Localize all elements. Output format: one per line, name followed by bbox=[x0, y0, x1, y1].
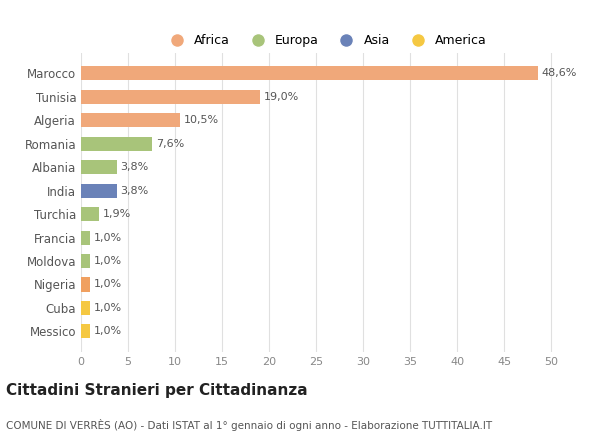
Text: 1,0%: 1,0% bbox=[94, 279, 122, 290]
Bar bbox=[81, 113, 180, 127]
Text: 1,0%: 1,0% bbox=[94, 256, 122, 266]
Bar bbox=[81, 90, 260, 104]
Bar bbox=[81, 137, 152, 151]
Bar bbox=[81, 278, 91, 292]
Text: 48,6%: 48,6% bbox=[542, 69, 577, 78]
Bar bbox=[81, 301, 91, 315]
Text: 1,0%: 1,0% bbox=[94, 303, 122, 313]
Text: 7,6%: 7,6% bbox=[156, 139, 184, 149]
Text: Cittadini Stranieri per Cittadinanza: Cittadini Stranieri per Cittadinanza bbox=[6, 383, 308, 398]
Text: 3,8%: 3,8% bbox=[121, 186, 149, 196]
Text: 3,8%: 3,8% bbox=[121, 162, 149, 172]
Text: COMUNE DI VERRÈS (AO) - Dati ISTAT al 1° gennaio di ogni anno - Elaborazione TUT: COMUNE DI VERRÈS (AO) - Dati ISTAT al 1°… bbox=[6, 419, 492, 431]
Text: 1,0%: 1,0% bbox=[94, 326, 122, 336]
Bar bbox=[81, 254, 91, 268]
Bar bbox=[81, 207, 99, 221]
Text: 1,0%: 1,0% bbox=[94, 233, 122, 242]
Bar bbox=[81, 324, 91, 338]
Text: 19,0%: 19,0% bbox=[263, 92, 299, 102]
Text: 1,9%: 1,9% bbox=[103, 209, 131, 219]
Text: 10,5%: 10,5% bbox=[184, 115, 218, 125]
Bar bbox=[81, 231, 91, 245]
Bar bbox=[81, 160, 117, 174]
Legend: Africa, Europa, Asia, America: Africa, Europa, Asia, America bbox=[159, 29, 492, 52]
Bar bbox=[81, 183, 117, 198]
Bar bbox=[81, 66, 538, 81]
